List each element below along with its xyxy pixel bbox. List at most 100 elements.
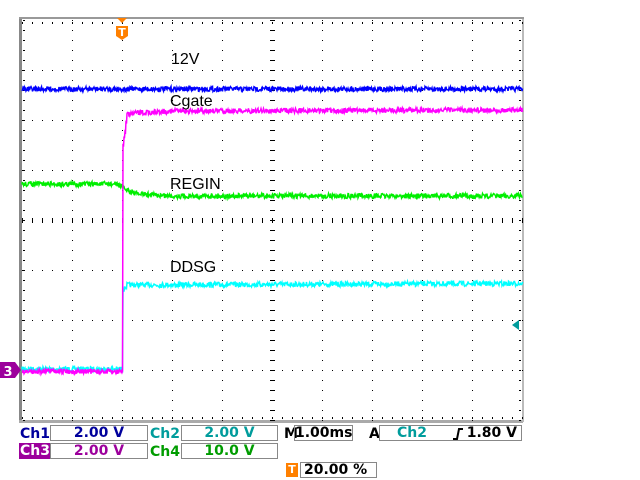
grid-tick <box>132 221 133 223</box>
grid-dot <box>72 250 73 251</box>
trigger-label: A <box>369 426 380 442</box>
grid-tick <box>62 221 63 223</box>
grid-dot <box>172 230 173 231</box>
grid-tick <box>382 417 383 419</box>
grid-tick <box>23 170 25 171</box>
grid-dot <box>222 240 223 241</box>
grid-tick <box>162 22 163 24</box>
grid-dot <box>322 200 323 201</box>
grid-dot <box>52 220 53 221</box>
grid-dot <box>92 220 93 221</box>
grid-dot <box>22 120 23 121</box>
grid-tick <box>282 22 283 24</box>
grid-dot <box>172 150 173 151</box>
grid-dot <box>112 320 113 321</box>
grid-tick <box>512 218 513 220</box>
grid-dot <box>72 100 73 101</box>
grid-dot <box>172 80 173 81</box>
grid-dot <box>502 370 503 371</box>
grid-tick <box>23 150 25 151</box>
grid-dot <box>472 170 473 171</box>
trigger-position-value[interactable]: 20.00 % <box>300 462 377 478</box>
grid-dot <box>122 420 123 421</box>
grid-dot <box>72 140 73 141</box>
grid-dot <box>322 320 323 321</box>
grid-dot <box>172 180 173 181</box>
grid-tick <box>452 221 453 223</box>
grid-dot <box>372 410 373 411</box>
timebase-value[interactable]: 1.00ms <box>294 425 353 441</box>
grid-dot <box>322 100 323 101</box>
ch3-scale[interactable]: 2.00 V <box>50 443 148 459</box>
grid-dot <box>172 410 173 411</box>
ch4-scale[interactable]: 10.0 V <box>181 443 278 459</box>
grid-dot <box>72 170 73 171</box>
grid-tick <box>270 130 272 131</box>
grid-dot <box>62 70 63 71</box>
grid-dot <box>322 160 323 161</box>
ch2-label[interactable]: Ch2 <box>150 426 180 442</box>
grid-dot <box>442 370 443 371</box>
grid-dot <box>172 390 173 391</box>
grid-tick <box>519 400 521 401</box>
grid-dot <box>422 200 423 201</box>
grid-tick <box>23 30 25 31</box>
grid-tick <box>192 417 193 419</box>
grid-dot <box>222 220 223 221</box>
grid-tick <box>102 417 103 419</box>
grid-tick <box>512 417 513 419</box>
grid-dot <box>182 370 183 371</box>
grid-tick <box>519 240 521 241</box>
grid-dot <box>232 220 233 221</box>
grid-tick <box>372 221 373 223</box>
grid-dot <box>302 270 303 271</box>
grid-dot <box>342 220 343 221</box>
grid-dot <box>512 320 513 321</box>
grid-dot <box>462 370 463 371</box>
grid-tick <box>273 140 275 141</box>
grid-dot <box>322 170 323 171</box>
grid-dot <box>172 280 173 281</box>
grid-dot <box>252 270 253 271</box>
grid-dot <box>302 370 303 371</box>
ch2-scale[interactable]: 2.00 V <box>181 425 278 441</box>
ch1-scale[interactable]: 2.00 V <box>50 425 148 441</box>
grid-dot <box>372 240 373 241</box>
grid-dot <box>122 140 123 141</box>
grid-dot <box>322 280 323 281</box>
grid-tick <box>270 250 272 251</box>
grid-tick <box>272 218 273 220</box>
grid-dot <box>172 40 173 41</box>
grid-tick <box>192 221 193 223</box>
grid-dot <box>152 320 153 321</box>
grid-dot <box>162 70 163 71</box>
grid-tick <box>273 380 275 381</box>
grid-dot <box>72 400 73 401</box>
grid-tick <box>270 210 272 211</box>
grid-tick <box>522 22 523 24</box>
grid-dot <box>342 320 343 321</box>
grid-dot <box>42 220 43 221</box>
grid-tick <box>82 218 83 220</box>
ch3-label[interactable]: Ch3 <box>19 443 51 459</box>
grid-tick <box>23 70 25 71</box>
ch1-label[interactable]: Ch1 <box>20 426 50 442</box>
grid-dot <box>462 70 463 71</box>
grid-tick <box>519 190 521 191</box>
grid-dot <box>492 270 493 271</box>
grid-dot <box>172 240 173 241</box>
grid-dot <box>322 60 323 61</box>
grid-dot <box>82 70 83 71</box>
grid-tick <box>312 218 313 220</box>
grid-dot <box>32 170 33 171</box>
grid-dot <box>222 100 223 101</box>
grid-dot <box>322 310 323 311</box>
grid-tick <box>502 417 503 419</box>
grid-dot <box>422 370 423 371</box>
trigger-readout[interactable]: Ch2 1.80 V <box>379 425 522 441</box>
grid-tick <box>492 22 493 24</box>
grid-dot <box>152 120 153 121</box>
grid-tick <box>270 410 272 411</box>
ch4-label[interactable]: Ch4 <box>150 444 180 460</box>
grid-tick <box>412 218 413 220</box>
